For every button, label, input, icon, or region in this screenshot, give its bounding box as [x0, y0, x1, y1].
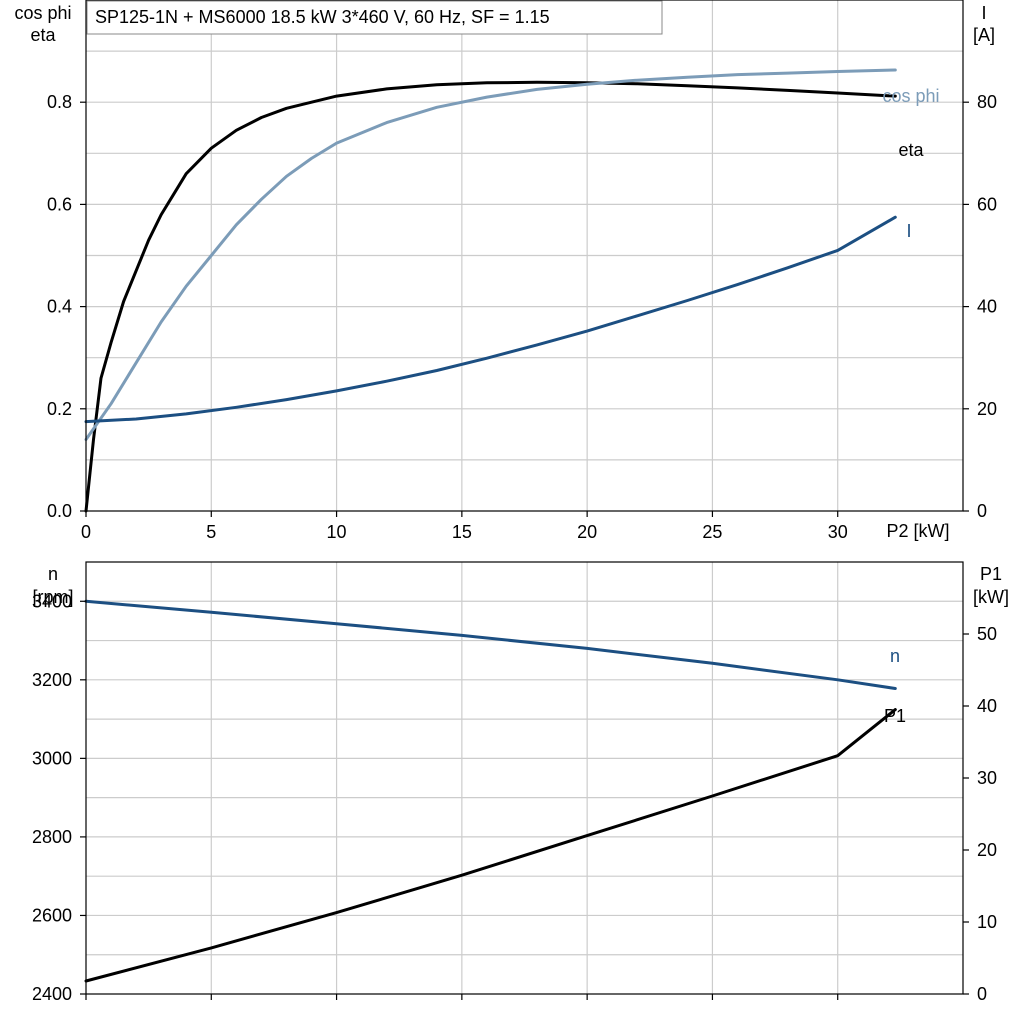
top-left-tick-label: 0.4 [47, 297, 72, 317]
bottom-chart: 2400 2600 2800 3000 3200 3400 0 10 20 30 40 50 n [r… [32, 561, 1009, 1004]
top-right-ylabel-line2: [A] [973, 25, 995, 45]
speed-label: n [890, 646, 900, 666]
top-x-tick-label: 25 [702, 522, 722, 542]
top-right-tick-label: 80 [977, 92, 997, 112]
top-curves [84, 68, 897, 513]
bottom-right-tick-label: 40 [977, 696, 997, 716]
top-x-tick-label: 5 [206, 522, 216, 542]
bottom-right-tick-label: 20 [977, 840, 997, 860]
top-x-tick-label: 30 [828, 522, 848, 542]
top-right-tick-label: 20 [977, 399, 997, 419]
chart-title: SP125-1N + MS6000 18.5 kW 3*460 V, 60 Hz… [95, 7, 550, 27]
top-left-ylabel-line2: eta [30, 25, 56, 45]
bottom-left-tick-label: 2800 [32, 827, 72, 847]
bottom-right-tick-label: 30 [977, 768, 997, 788]
top-right-tick-label: 60 [977, 194, 997, 214]
top-series-i [84, 215, 897, 424]
top-plot-frame [85, 0, 964, 512]
top-chart: 0.0 0.2 0.4 0.6 0.8 0 20 40 60 80 0 5 10 15 20 25 30 SP1… [14, 0, 997, 542]
top-x-tick-label: 10 [327, 522, 347, 542]
top-left-tick-label: 0.0 [47, 501, 72, 521]
bottom-left-ylabel-line2: [rpm] [32, 587, 73, 607]
p1-label: P1 [884, 706, 906, 726]
cos-phi-label: cos phi [882, 86, 939, 106]
top-ticks: 0.0 0.2 0.4 0.6 0.8 0 20 40 60 80 0 5 10 15 20 25 30 [47, 92, 997, 542]
top-xlabel: P2 [kW] [886, 521, 949, 541]
bottom-left-tick-label: 3000 [32, 748, 72, 768]
top-left-tick-label: 0.6 [47, 194, 72, 214]
current-label: I [906, 221, 911, 241]
top-right-ylabel-line1: I [981, 3, 986, 23]
eta-label: eta [898, 140, 924, 160]
bottom-right-ylabel-line1: P1 [980, 564, 1002, 584]
title-box [86, 0, 663, 35]
bottom-left-tick-label: 2600 [32, 905, 72, 925]
top-x-tick-label: 20 [577, 522, 597, 542]
bottom-right-tick-label: 0 [977, 984, 987, 1004]
bottom-ticks: 2400 2600 2800 3000 3200 3400 0 10 20 30 40 50 [32, 591, 997, 1004]
bottom-series-n [84, 599, 897, 690]
bottom-left-tick-label: 3400 [32, 591, 72, 611]
bottom-grid [86, 562, 963, 994]
bottom-series-p1 [84, 708, 897, 983]
top-x-tick-label: 15 [452, 522, 472, 542]
top-right-tick-label: 40 [977, 297, 997, 317]
top-x-tick-label: 0 [81, 522, 91, 542]
bottom-left-ylabel-line1: n [48, 564, 58, 584]
bottom-left-tick-label: 2400 [32, 984, 72, 1004]
top-series-cos-phi [84, 68, 897, 441]
bottom-right-ylabel-line2: [kW] [973, 587, 1009, 607]
bottom-right-tick-label: 10 [977, 912, 997, 932]
top-series-eta [84, 80, 897, 513]
bottom-curves [84, 599, 897, 983]
bottom-right-tick-label: 50 [977, 624, 997, 644]
bottom-left-tick-label: 3200 [32, 670, 72, 690]
top-left-tick-label: 0.2 [47, 399, 72, 419]
top-right-tick-label: 0 [977, 501, 987, 521]
top-left-tick-label: 0.8 [47, 92, 72, 112]
top-left-ylabel-line1: cos phi [14, 3, 71, 23]
